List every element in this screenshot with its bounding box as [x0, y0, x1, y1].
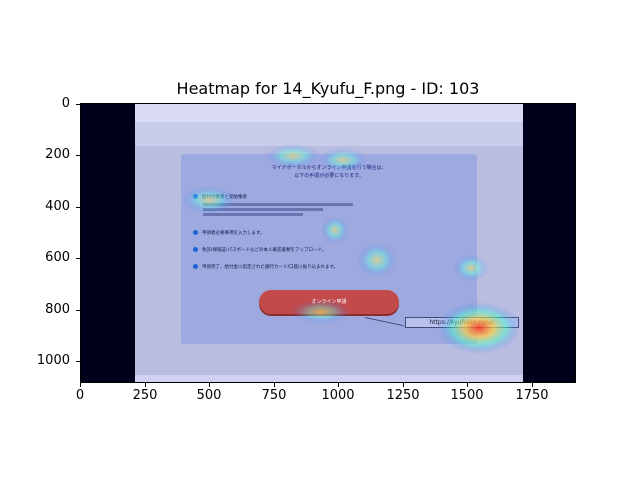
heatmap-plot: マイナポータルからオンライン申請を行う場合は、 以下の手順が必要になります。 給…	[80, 103, 576, 383]
step-4: 申請完了、給付金に指定された銀行カード/口座に振り込まれます。	[193, 264, 338, 270]
step-4-text: 申請完了、給付金に指定された銀行カード/口座に振り込まれます。	[202, 265, 339, 270]
x-tick	[145, 383, 146, 387]
step-2: 申請者必要事項を入力します。	[193, 230, 265, 236]
y-tick-label: 600	[45, 250, 70, 265]
y-tick	[76, 155, 80, 156]
step-bullet-icon	[193, 264, 198, 269]
x-tick	[467, 383, 468, 387]
hotspot-step-2	[321, 216, 349, 244]
hotspot-step-4	[453, 254, 489, 282]
x-tick	[338, 383, 339, 387]
hotspot-url	[437, 302, 521, 354]
email-header	[135, 122, 523, 146]
x-tick-label: 1750	[515, 388, 549, 403]
y-tick-label: 400	[45, 199, 70, 214]
hotspot-title-right	[319, 148, 367, 172]
step-3-text: 免許/保険証/パスポートなどの本人確認書類をアップロード。	[202, 248, 327, 253]
x-tick	[209, 383, 210, 387]
step-bullet-icon	[193, 230, 198, 235]
x-tick-label: 750	[261, 388, 287, 403]
status-bar	[135, 375, 523, 382]
y-tick-label: 0	[61, 96, 70, 111]
heatmap-overlay	[181, 144, 521, 354]
content-card: マイナポータルからオンライン申請を行う場合は、 以下の手順が必要になります。 給…	[181, 154, 477, 344]
y-tick	[76, 207, 80, 208]
menu-bar	[135, 104, 523, 122]
y-tick	[76, 361, 80, 362]
x-tick-label: 1500	[450, 388, 484, 403]
hotspot-step-3	[357, 242, 397, 278]
x-tick-label: 500	[196, 388, 222, 403]
x-tick	[274, 383, 275, 387]
x-tick	[532, 383, 533, 387]
hotspot-button	[291, 300, 351, 324]
hotspot-step-1	[181, 186, 237, 214]
x-tick-label: 250	[132, 388, 158, 403]
y-tick-label: 1000	[36, 353, 70, 368]
x-tick-label: 1250	[386, 388, 420, 403]
x-tick	[403, 383, 404, 387]
y-tick-label: 800	[45, 302, 70, 317]
x-tick-label: 1000	[321, 388, 355, 403]
step-2-text: 申請者必要事項を入力します。	[202, 231, 265, 236]
step-bullet-icon	[193, 247, 198, 252]
x-tick-label: 0	[75, 388, 85, 403]
x-tick	[80, 383, 81, 387]
y-tick	[76, 258, 80, 259]
hotspot-title-left	[265, 144, 321, 168]
y-tick-label: 200	[45, 147, 70, 162]
y-tick	[76, 104, 80, 105]
y-tick	[76, 310, 80, 311]
step-1-details	[203, 201, 353, 216]
figure-title: Heatmap for 14_Kyufu_F.png - ID: 103	[176, 79, 480, 98]
card-title-line-2: 以下の手順が必要になります。	[294, 173, 364, 179]
step-3: 免許/保険証/パスポートなどの本人確認書類をアップロード。	[193, 247, 326, 253]
